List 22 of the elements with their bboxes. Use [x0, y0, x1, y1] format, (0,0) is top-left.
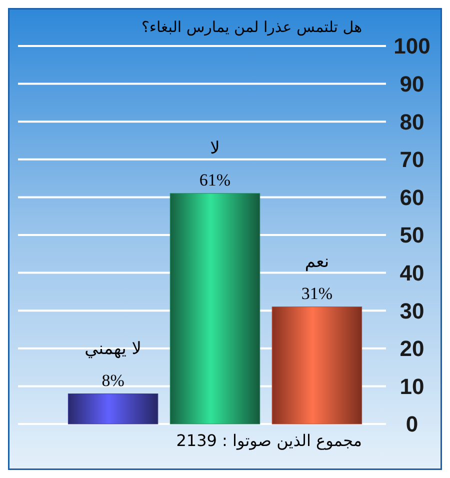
x-tick-label: لا [210, 138, 220, 158]
y-tick-label: 90 [400, 72, 424, 96]
y-tick-label: 50 [400, 222, 424, 248]
y-tick-label: 10 [400, 374, 424, 399]
y-tick-label: 100 [394, 34, 430, 59]
data-label: 8% [102, 370, 124, 390]
data-label: 31% [301, 284, 333, 303]
bar [272, 306, 362, 424]
bar [170, 193, 260, 424]
text: مجموع الذين صوتوا : 2139 [176, 431, 362, 450]
data-label: 61% [199, 170, 231, 190]
y-tick-label: 30 [400, 298, 424, 324]
y-tick-label: 70 [400, 147, 424, 172]
chart-title: هل تلتمس عذرا لمن يمارس البغاء؟ [141, 18, 362, 36]
y-tick-label: 0 [406, 412, 418, 437]
y-tick-label: 40 [400, 260, 424, 286]
y-tick-label: 60 [400, 184, 424, 210]
y-tick-label: 20 [400, 336, 424, 362]
x-tick-label: لا يهمني [84, 338, 142, 359]
y-tick-label: 80 [400, 109, 424, 134]
bar [68, 394, 158, 424]
x-tick-label: نعم [304, 252, 330, 272]
